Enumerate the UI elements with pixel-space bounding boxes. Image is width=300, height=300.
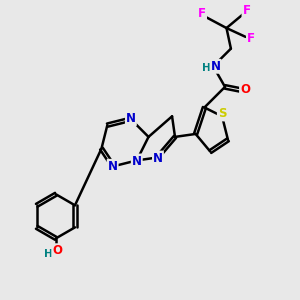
Text: N: N: [126, 112, 136, 125]
Text: H: H: [202, 63, 211, 73]
Text: O: O: [52, 244, 62, 257]
Text: N: N: [132, 154, 142, 167]
Text: N: N: [108, 160, 118, 173]
Text: N: N: [211, 60, 220, 73]
Text: F: F: [247, 32, 255, 45]
Text: N: N: [153, 152, 163, 165]
Text: F: F: [242, 4, 250, 17]
Text: O: O: [240, 83, 250, 96]
Text: S: S: [218, 107, 226, 120]
Text: F: F: [198, 8, 206, 20]
Text: H: H: [44, 249, 52, 259]
